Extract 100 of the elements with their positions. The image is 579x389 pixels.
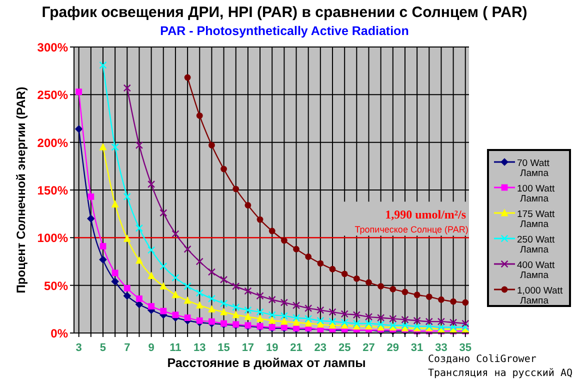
x-tick-label: 11 xyxy=(170,342,182,354)
x-tick-label: 5 xyxy=(100,342,106,354)
point xyxy=(196,317,203,324)
y-tick-label: 100% xyxy=(37,231,68,246)
point xyxy=(292,314,300,322)
x-tick-label: 9 xyxy=(148,342,154,354)
point xyxy=(135,141,144,149)
point xyxy=(304,304,312,312)
point xyxy=(111,143,119,151)
point xyxy=(172,230,180,238)
point xyxy=(208,142,215,148)
point xyxy=(268,296,276,304)
point xyxy=(425,318,433,326)
point xyxy=(196,289,204,297)
point xyxy=(340,310,348,318)
point xyxy=(148,246,156,254)
legend-label: 250 Watt Лампа xyxy=(517,234,556,256)
x-axis-title: Расстояние в дюймах от лампы xyxy=(167,356,366,370)
point xyxy=(438,296,444,303)
point xyxy=(401,316,409,324)
x-tick-label: 25 xyxy=(338,342,351,354)
legend-label: 100 Watt Лампа xyxy=(517,184,556,204)
point xyxy=(99,142,107,150)
chart-subtitle: PAR - Photosynthetically Active Radiation xyxy=(160,24,409,38)
point xyxy=(184,314,191,321)
point xyxy=(111,278,119,286)
x-tick-label: 3 xyxy=(76,342,82,354)
x-tick-label: 27 xyxy=(362,342,375,354)
point xyxy=(148,180,156,188)
point xyxy=(232,282,240,290)
point xyxy=(135,224,144,232)
x-tick-label: 29 xyxy=(386,342,400,354)
chart-title: График освещения ДРИ, HPI (PAR) в сравнении с Солнцем ( PAR) xyxy=(42,4,528,21)
point xyxy=(123,192,131,200)
point xyxy=(244,312,252,320)
point xyxy=(232,186,240,192)
point xyxy=(88,193,94,200)
x-tick-label: 15 xyxy=(218,342,230,354)
point xyxy=(244,202,252,208)
point xyxy=(136,300,143,308)
point xyxy=(75,125,83,133)
y-tick-label: 150% xyxy=(37,184,68,198)
x-tick-label: 21 xyxy=(290,342,302,354)
point xyxy=(220,300,228,308)
point xyxy=(316,316,324,324)
point xyxy=(256,292,264,300)
point xyxy=(123,234,131,242)
point xyxy=(208,304,216,312)
point xyxy=(402,288,408,296)
point xyxy=(184,245,192,253)
y-tick-label: 250% xyxy=(37,88,68,102)
x-tick-label: 35 xyxy=(459,342,472,354)
point xyxy=(256,216,264,223)
point xyxy=(413,316,421,324)
point xyxy=(390,286,396,292)
x-tick-label: 33 xyxy=(435,342,448,354)
text: Трансляция на русский AQ xyxy=(428,368,572,379)
point xyxy=(389,314,397,322)
point xyxy=(184,282,192,290)
point xyxy=(414,292,420,298)
point xyxy=(112,270,118,276)
point xyxy=(160,209,168,217)
point xyxy=(148,303,155,310)
annotation: Тропическое Солнце (PAR) xyxy=(354,224,468,235)
point xyxy=(353,275,360,282)
y-tick-label: 200% xyxy=(37,136,68,150)
point xyxy=(462,320,470,328)
y-tick-label: 50% xyxy=(44,278,68,293)
point xyxy=(450,298,456,305)
point xyxy=(378,283,384,290)
point xyxy=(111,200,119,208)
point xyxy=(184,74,191,81)
point xyxy=(100,243,106,250)
point xyxy=(268,228,276,234)
point xyxy=(280,298,288,306)
x-tick-label: 31 xyxy=(410,342,424,354)
point xyxy=(280,312,288,320)
point xyxy=(317,260,324,267)
point xyxy=(160,282,168,290)
y-tick-label: 300% xyxy=(37,40,68,54)
point xyxy=(377,320,385,328)
point xyxy=(328,318,336,326)
point xyxy=(208,318,215,325)
point xyxy=(196,112,203,119)
point xyxy=(123,84,131,92)
ref-line-label: 1,990 umol/m²/s xyxy=(385,208,466,222)
point xyxy=(328,321,336,329)
point xyxy=(220,166,227,172)
x-tick-label: 7 xyxy=(124,342,130,354)
point xyxy=(305,254,312,260)
point xyxy=(352,320,360,328)
point xyxy=(160,308,167,314)
point xyxy=(293,246,300,252)
point xyxy=(449,318,458,326)
point xyxy=(256,314,264,322)
point xyxy=(280,317,288,325)
point xyxy=(124,284,130,292)
point xyxy=(232,310,240,318)
point xyxy=(99,256,107,264)
point xyxy=(268,316,276,324)
